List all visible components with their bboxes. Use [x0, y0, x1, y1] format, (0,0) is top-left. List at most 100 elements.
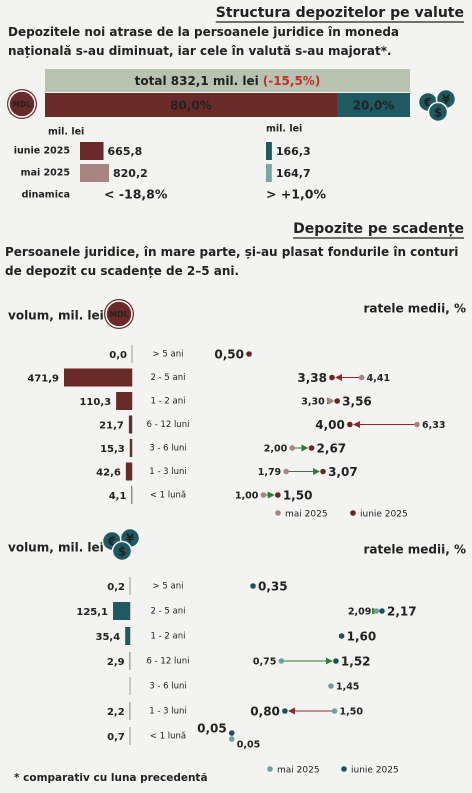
rate-dot-may: [328, 683, 334, 689]
rate-label: 4,00: [315, 418, 345, 432]
rate-label: 1,00: [235, 491, 259, 502]
category-label: 1 - 3 luni: [149, 467, 187, 477]
category-label: 3 - 6 luni: [149, 682, 187, 692]
mdl-icon-ring: [105, 300, 133, 328]
currency-subtitle: Depozitele noi atrase de la persoanele j…: [8, 25, 400, 58]
rate-dot-may: [289, 445, 296, 451]
volume-label: 2,2: [107, 707, 125, 718]
volume-label: 110,3: [79, 397, 111, 408]
volume-bar: [64, 368, 132, 387]
fx-icon-symbol: $: [434, 106, 442, 120]
fx-icon-symbol: ¥: [126, 532, 135, 546]
rate-label: 2,17: [387, 605, 417, 619]
mdl-icon-text: MDL: [12, 100, 31, 109]
rate-dot-june: [228, 730, 235, 736]
rates-header: ratele medii, %: [363, 302, 466, 316]
legend-dot: [275, 510, 281, 516]
rate-label: 2,00: [264, 444, 288, 455]
rate-label: 1,52: [341, 655, 371, 669]
category-label: 1 - 2 ani: [151, 632, 186, 642]
legend-dot: [350, 510, 356, 516]
rate-dot-may: [326, 398, 333, 404]
rate-label: 3,07: [328, 465, 358, 479]
rate-dot-june: [282, 708, 288, 714]
total-change: (-15,5%): [263, 74, 321, 88]
volume-label: 665,8: [108, 145, 143, 158]
fx-icon-symbol: ¥: [442, 93, 451, 107]
rate-label: 0,05: [197, 722, 227, 736]
share-label: 20,0%: [353, 99, 395, 113]
rate-dot-may: [414, 421, 420, 428]
total-bar: [45, 69, 410, 92]
rate-label: 1,50: [283, 489, 313, 503]
volume-bar: [113, 602, 130, 620]
footnote: * comparativ cu luna precedentă: [14, 772, 208, 784]
share-bar: [337, 93, 410, 117]
rate-label: 6,33: [422, 420, 445, 431]
category-label: < 1 lună: [150, 491, 186, 501]
rate-dot-june: [275, 492, 281, 498]
rate-label: 4,41: [367, 373, 390, 384]
category-label: 1 - 3 luni: [149, 707, 187, 717]
legend-dot: [341, 766, 347, 772]
category-label: > 5 ani: [153, 582, 184, 592]
legend-label: iunie 2025: [351, 766, 399, 776]
rate-label: 1,50: [340, 707, 364, 718]
unit-label: mil. lei: [48, 127, 84, 138]
legend-dot: [267, 766, 273, 772]
volume-bar: [125, 462, 132, 481]
volume-label: 166,3: [276, 145, 311, 158]
volume-bar: [128, 415, 132, 434]
rate-label: 0,50: [214, 348, 244, 362]
maturity-subtitle: Persoanele juridice, în mare parte, și-a…: [5, 245, 459, 278]
maturity-title: Depozite pe scadențe: [293, 221, 464, 237]
category-label: 6 - 12 luni: [147, 657, 190, 667]
mdl-icon-ring: [8, 90, 36, 118]
volume-label: 164,7: [276, 167, 311, 180]
volume-label: 21,7: [99, 421, 124, 432]
volume-bar: [131, 486, 132, 504]
rate-dot-may: [373, 608, 380, 614]
rate-dot-june: [308, 445, 315, 451]
dynamics-value: > +1,0%: [266, 187, 326, 202]
category-label: 1 - 2 ani: [151, 397, 186, 407]
volume-label: 4,1: [109, 491, 127, 502]
rate-label: 2,09: [348, 607, 371, 618]
rate-dot-june: [338, 633, 345, 639]
volume-label: 15,3: [100, 444, 125, 455]
share-label: 80,0%: [170, 99, 212, 113]
volume-bar: [125, 627, 130, 645]
rate-dot-may: [283, 468, 289, 475]
fx-icon-symbol: €: [423, 96, 432, 110]
rate-label: 0,35: [258, 580, 288, 594]
rate-label: 1,79: [258, 467, 281, 478]
volume-bar: [266, 142, 272, 160]
category-label: 6 - 12 luni: [147, 420, 190, 430]
legend-label: mai 2025: [285, 510, 328, 520]
currency-title: Structura depozitelor pe valute: [216, 5, 464, 21]
rate-dot-june: [250, 583, 256, 589]
category-label: 3 - 6 luni: [149, 444, 187, 454]
rates-header: ratele medii, %: [363, 543, 466, 557]
rate-dot-june: [329, 374, 335, 381]
dynamics-value: < -18,8%: [104, 187, 168, 202]
fx-icon-coin: [111, 540, 133, 562]
period-label: mai 2025: [21, 168, 70, 179]
volume-label: 0,0: [109, 350, 127, 361]
category-label: > 5 ani: [153, 350, 184, 360]
volume-header: volum, mil. lei: [8, 541, 104, 555]
rate-label: 0,75: [253, 657, 276, 668]
volume-label: 471,9: [27, 374, 59, 385]
rate-dot-june: [347, 421, 353, 428]
volume-bar: [116, 392, 132, 410]
total-value: total 832,1 mil. lei: [135, 74, 259, 88]
category-label: < 1 lună: [150, 732, 186, 742]
volume-bar: [80, 164, 109, 182]
volume-bar: [129, 439, 132, 457]
rate-label: 3,30: [301, 397, 325, 408]
volume-label: 125,1: [76, 607, 108, 618]
rate-dot-may: [278, 658, 285, 664]
rate-label: 1,45: [336, 682, 359, 693]
